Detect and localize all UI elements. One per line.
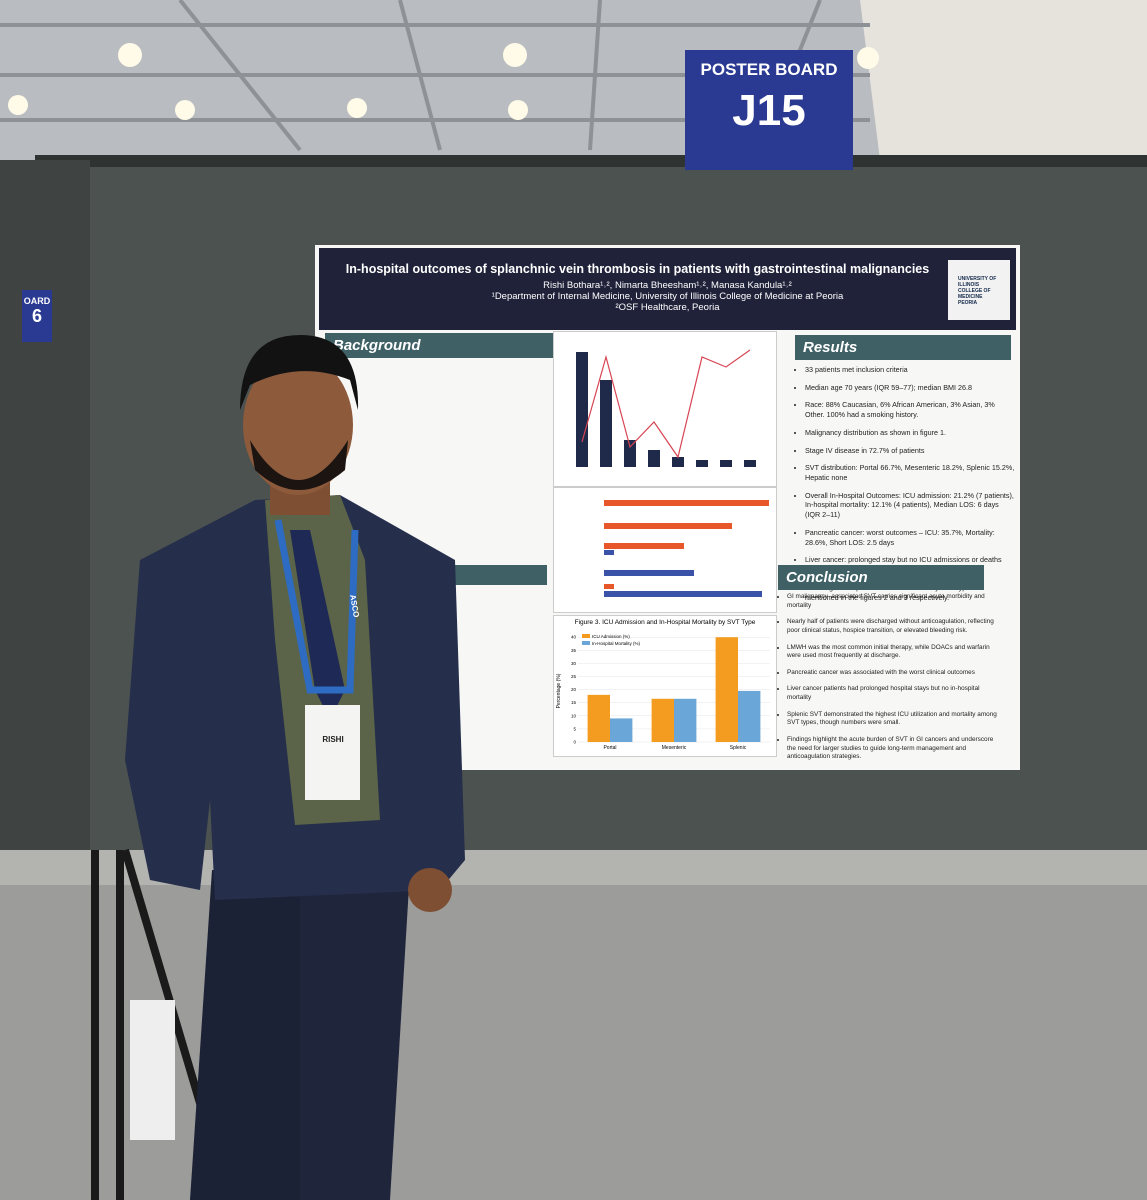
y-tick-label: 35 bbox=[571, 648, 577, 653]
bullet: 33 patients met inclusion criteria bbox=[805, 365, 1015, 375]
x-tick-label: Portal bbox=[603, 745, 616, 751]
bullet: Nearly half of patients were discharged … bbox=[787, 618, 1002, 635]
poster-affiliation: ²OSF Healthcare, Peoria bbox=[615, 302, 720, 313]
bar bbox=[738, 690, 761, 742]
legend-label: ICU Admission (%) bbox=[592, 634, 630, 639]
bar bbox=[674, 698, 697, 742]
section-heading: Conclusion bbox=[778, 565, 984, 590]
chart-title: Figure 3. ICU Admission and In-Hospital … bbox=[575, 619, 756, 626]
bullet: Liver cancer patients had prolonged hosp… bbox=[787, 685, 1002, 702]
legend-swatch bbox=[582, 641, 590, 645]
section-heading: Background bbox=[325, 333, 556, 358]
side-sign: OARD 6 bbox=[22, 290, 52, 342]
y-tick-label: 30 bbox=[571, 661, 577, 666]
poster-header: In-hospital outcomes of splanchnic vein … bbox=[319, 248, 1016, 330]
poster-title: In-hospital outcomes of splanchnic vein … bbox=[345, 262, 930, 276]
y-tick-label: 5 bbox=[573, 726, 576, 731]
y-tick-label: 15 bbox=[571, 700, 577, 705]
bullet: SVT distribution: Portal 66.7%, Mesenter… bbox=[805, 463, 1015, 482]
side-sign-label: OARD bbox=[23, 296, 51, 306]
poster: In-hospital outcomes of splanchnic vein … bbox=[315, 245, 1020, 770]
y-tick-label: 25 bbox=[571, 674, 577, 679]
bullet: Pancreatic cancer was associated with th… bbox=[787, 669, 1002, 678]
bullet: GI malignancy–associated SVT carries sig… bbox=[787, 593, 1002, 610]
y-axis-label: Percentage (%) bbox=[556, 673, 562, 708]
logo-line: COLLEGE OF MEDICINE bbox=[958, 288, 991, 300]
bar bbox=[715, 637, 738, 742]
section-heading: Results bbox=[795, 335, 1011, 360]
poster-authors: Rishi Bothara¹˒², Nimarta Bheesham¹˒², M… bbox=[543, 280, 792, 291]
x-tick-label: Mesenteric bbox=[662, 745, 687, 751]
bullet: Stage IV disease in 72.7% of patients bbox=[805, 446, 1015, 456]
sign-label: POSTER BOARD bbox=[700, 60, 838, 79]
bullet: Malignancy distribution as shown in figu… bbox=[805, 428, 1015, 438]
conclusion-list: GI malignancy–associated SVT carries sig… bbox=[773, 593, 1006, 770]
bullet: Median age 70 years (IQR 59–77); median … bbox=[805, 383, 1015, 393]
side-sign-number: 6 bbox=[31, 306, 42, 326]
lanyard-text: ASCO bbox=[348, 594, 361, 618]
logo-line: PEORIA bbox=[958, 300, 978, 306]
bullet: Findings highlight the acute burden of S… bbox=[787, 736, 1002, 762]
y-tick-label: 0 bbox=[573, 740, 576, 745]
bullet: LMWH was the most common initial therapy… bbox=[787, 644, 1002, 661]
bullet: Overall In-Hospital Outcomes: ICU admiss… bbox=[805, 491, 1015, 520]
poster-board-sign: POSTER BOARD J15 bbox=[685, 50, 853, 170]
legend-swatch bbox=[582, 634, 590, 638]
y-tick-label: 40 bbox=[571, 635, 577, 640]
figure-3-chart: Figure 3. ICU Admission and In-Hospital … bbox=[556, 619, 770, 751]
figure-1 bbox=[553, 331, 777, 487]
bullet: Race: 88% Caucasian, 6% African American… bbox=[805, 400, 1015, 419]
legend-label: In-Hospital Mortality (%) bbox=[592, 641, 641, 646]
bar bbox=[610, 718, 633, 742]
badge-name: RISHI bbox=[322, 735, 343, 744]
y-tick-label: 10 bbox=[571, 713, 577, 718]
poster-affiliation: ¹Department of Internal Medicine, Univer… bbox=[491, 291, 844, 302]
bar bbox=[587, 694, 610, 742]
bullet: Pancreatic cancer: worst outcomes – ICU:… bbox=[805, 528, 1015, 547]
figure-3: Figure 3. ICU Admission and In-Hospital … bbox=[553, 615, 777, 757]
sign-number: J15 bbox=[732, 86, 806, 135]
figure-2-drawing bbox=[604, 500, 769, 597]
figure-1-drawing bbox=[576, 349, 756, 467]
x-tick-label: Splenic bbox=[730, 745, 747, 751]
logo: UNIVERSITY OF ILLINOIS COLLEGE OF MEDICI… bbox=[948, 260, 1010, 320]
bullet: Splenic SVT demonstrated the highest ICU… bbox=[787, 711, 1002, 728]
logo-line: UNIVERSITY OF ILLINOIS bbox=[958, 276, 997, 288]
figure-2 bbox=[553, 487, 777, 613]
bar bbox=[651, 698, 674, 742]
y-tick-label: 20 bbox=[571, 687, 577, 692]
